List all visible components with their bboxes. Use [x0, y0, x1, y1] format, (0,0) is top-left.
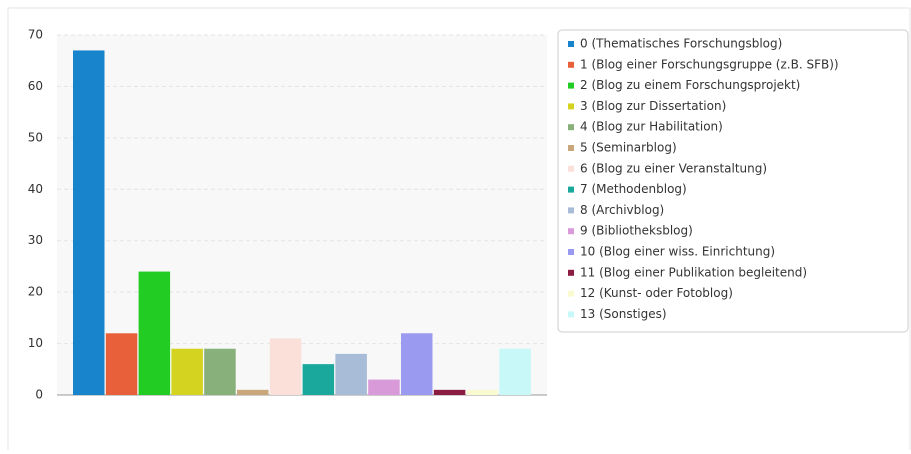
y-tick-label: 70: [28, 28, 43, 42]
legend-label: 8 (Archivblog): [580, 203, 664, 217]
legend-swatch: [568, 269, 574, 276]
legend-label: 0 (Thematisches Forschungsblog): [580, 37, 782, 51]
legend-swatch: [568, 82, 574, 89]
legend-label: 11 (Blog einer Publikation begleitend): [580, 265, 807, 279]
legend-label: 9 (Bibliotheksblog): [580, 224, 693, 238]
legend-swatch: [568, 311, 574, 318]
legend-swatch: [568, 207, 574, 214]
legend-label: 12 (Kunst- oder Fotoblog): [580, 286, 733, 300]
legend-label: 6 (Blog zu einer Veranstaltung): [580, 161, 767, 175]
legend-swatch: [568, 165, 574, 172]
legend-swatch: [568, 41, 574, 47]
legend-label: 4 (Blog zur Habilitation): [580, 120, 723, 134]
y-tick-label: 40: [28, 182, 43, 196]
legend-label: 10 (Blog einer wiss. Einrichtung): [580, 245, 775, 259]
y-tick-label: 10: [28, 336, 43, 350]
y-tick-label: 60: [28, 79, 43, 93]
legend-swatch: [568, 249, 574, 255]
bar: [401, 333, 433, 395]
bar: [73, 50, 105, 396]
legend-swatch: [568, 290, 574, 297]
legend: [557, 29, 909, 333]
y-tick-label: 50: [28, 130, 43, 144]
legend-swatch: [568, 124, 574, 131]
bar: [171, 348, 203, 395]
legend-label: 13 (Sonstiges): [580, 307, 667, 321]
legend-swatch: [568, 145, 574, 151]
bar: [269, 338, 302, 395]
bar: [105, 333, 138, 395]
bar: [237, 389, 269, 395]
bar: [466, 389, 499, 395]
bar: [499, 348, 531, 395]
legend-label: 7 (Methodenblog): [580, 182, 687, 196]
bar: [433, 389, 466, 395]
y-tick-label: 0: [35, 388, 43, 402]
bar: [302, 364, 335, 395]
legend-swatch: [568, 228, 574, 235]
bar: [138, 271, 171, 395]
legend-swatch: [568, 186, 574, 193]
y-tick-label: 30: [28, 233, 43, 247]
bar: [335, 353, 367, 395]
bar: [368, 379, 400, 395]
legend-label: 2 (Blog zu einem Forschungsprojekt): [580, 78, 800, 92]
legend-swatch: [568, 103, 574, 110]
legend-label: 5 (Seminarblog): [580, 141, 677, 155]
y-tick-label: 20: [28, 285, 43, 299]
legend-swatch: [568, 61, 574, 68]
legend-label: 1 (Blog einer Forschungsgruppe (z.B. SFB…: [580, 57, 839, 71]
legend-label: 3 (Blog zur Dissertation): [580, 99, 726, 113]
bar: [204, 348, 236, 395]
